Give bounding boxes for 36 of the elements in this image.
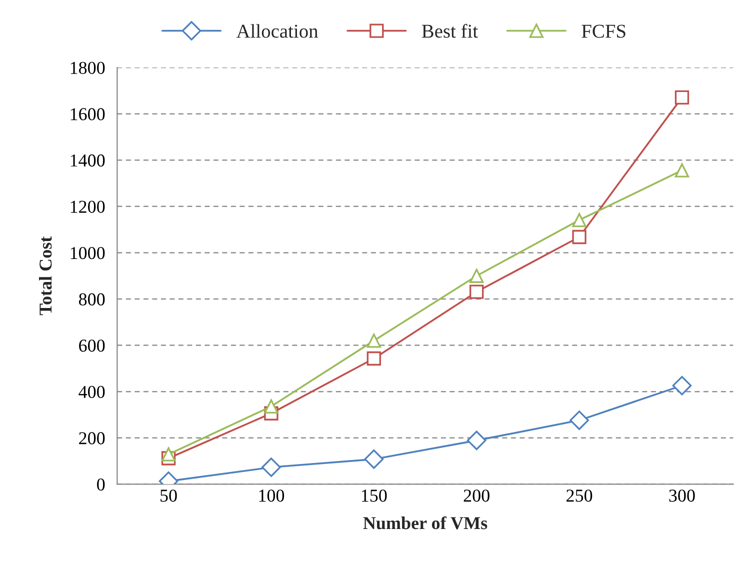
point [366,351,381,366]
y-tick-label: 1600 [70,108,105,120]
y-tick-label: 200 [79,432,105,444]
legend-label: FCFS [582,24,626,38]
legend-label: Allocation [236,24,318,38]
point [674,90,690,105]
point [572,230,586,244]
y-tick-label: 1800 [70,62,105,74]
y-tick-label: 1000 [70,246,105,260]
x-tick-label: 300 [669,490,695,502]
point [366,334,381,348]
y-tick-label: 1400 [70,154,105,167]
legend-label: Best fit [422,24,478,38]
point [570,410,589,430]
y-tick-label: 0 [97,478,105,491]
point [572,213,586,228]
y-axis-title: Total Cost [39,236,52,316]
point [264,399,278,414]
point [672,376,692,396]
x-tick-label: 200 [464,490,490,502]
point [470,284,484,299]
y-tick-label: 600 [79,340,105,352]
point [262,458,281,477]
x-tick-label: 100 [259,490,284,502]
x-tick-label: 50 [160,490,177,502]
x-tick-label: 250 [566,490,592,502]
point [161,447,176,462]
point [364,450,384,469]
x-tick-label: 150 [362,490,387,502]
y-tick-label: 800 [78,293,105,306]
y-tick-label: 1200 [70,200,105,213]
point [470,268,484,283]
point [466,430,486,450]
x-axis-title: Number of VMs [363,516,488,530]
point [674,163,690,178]
y-tick-label: 400 [78,386,105,398]
